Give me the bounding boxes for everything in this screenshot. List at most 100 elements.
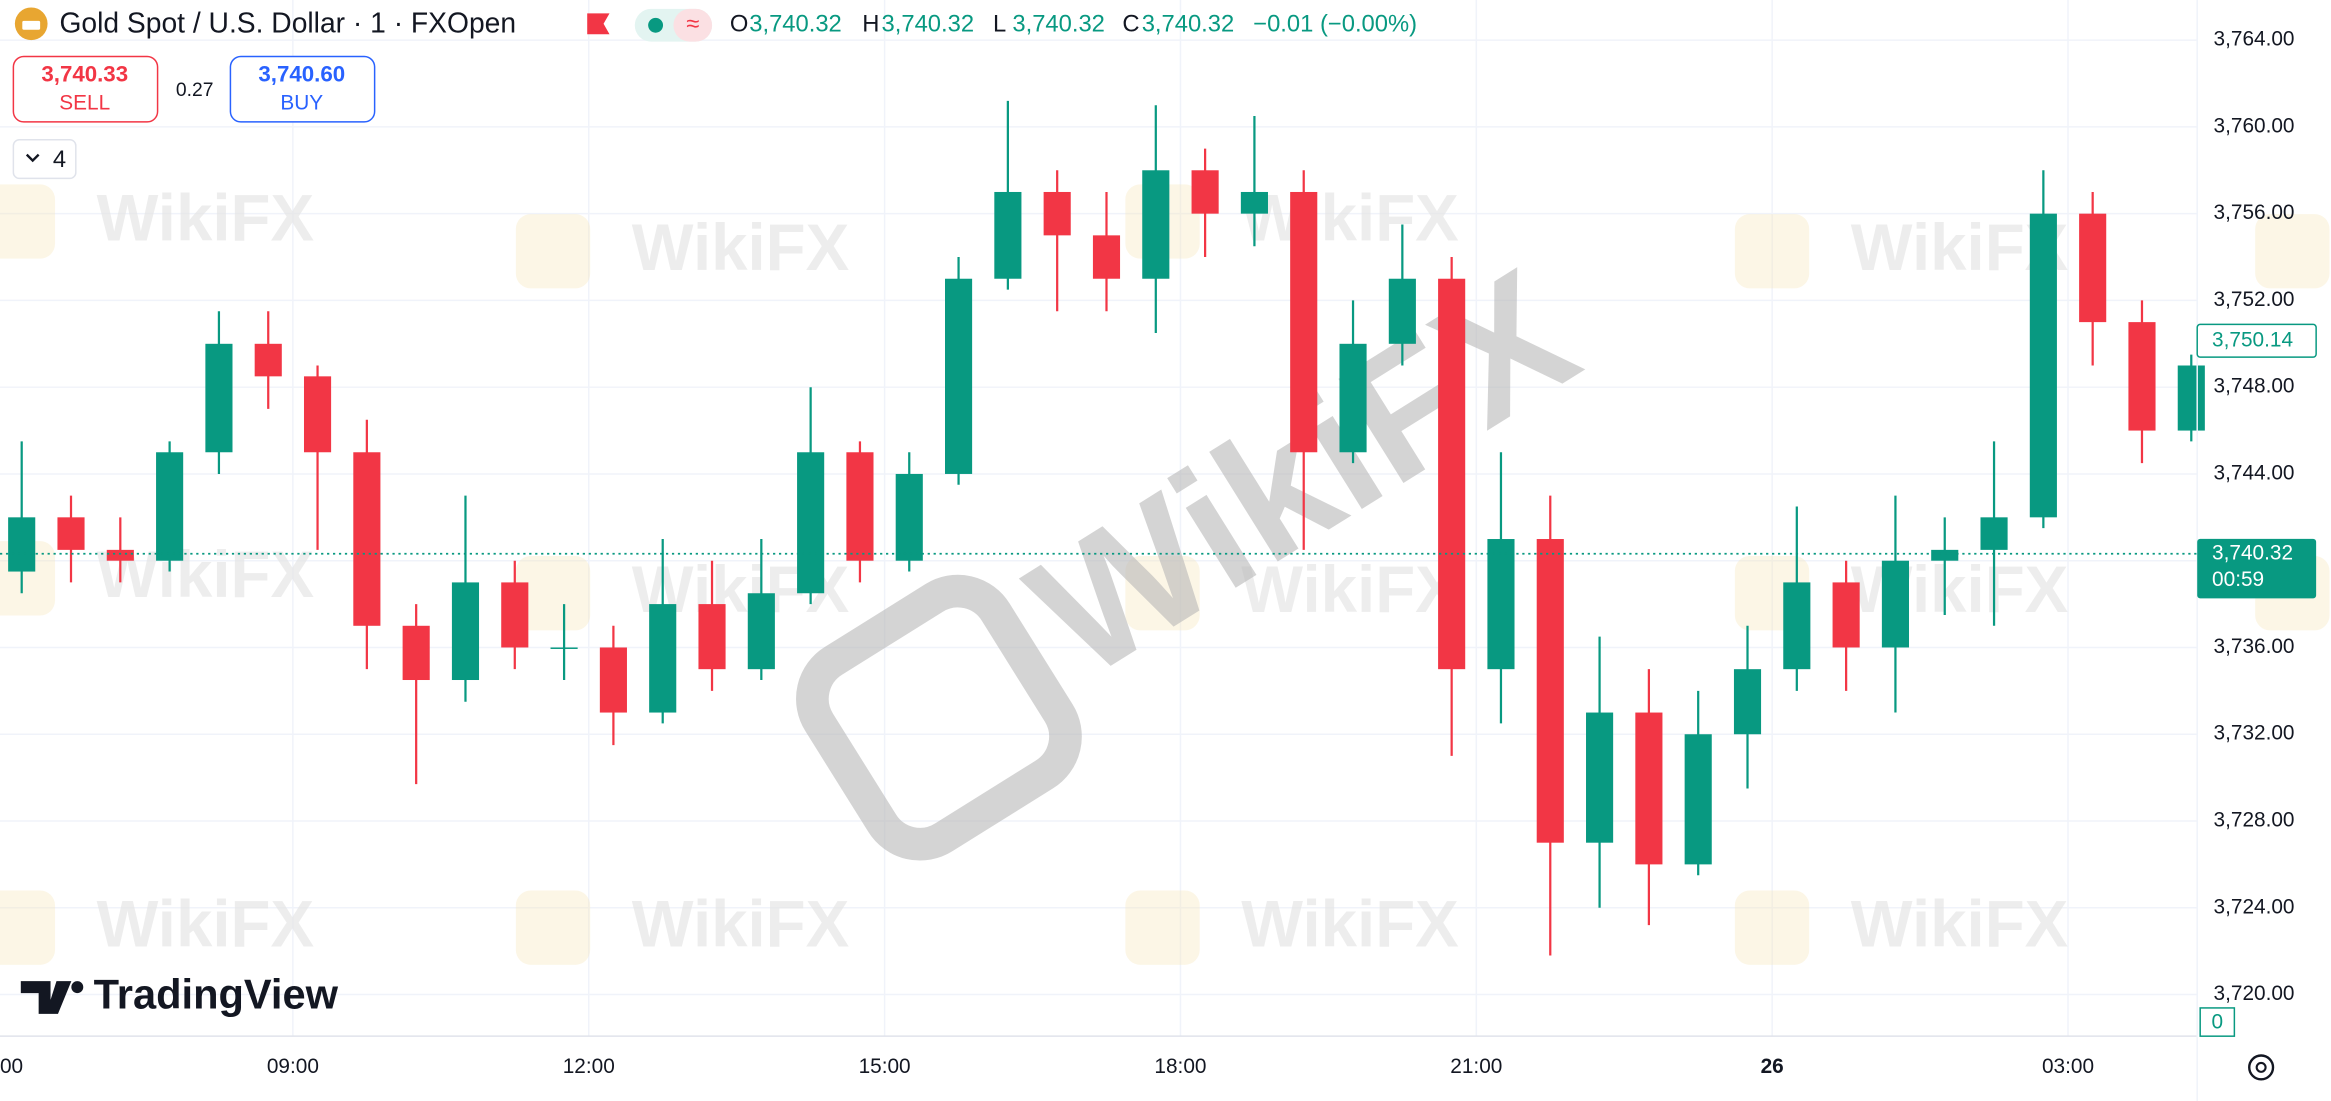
ohlc-value: 3,740.32 <box>749 11 842 38</box>
candle-body <box>945 278 973 474</box>
price-marker-box <box>2196 323 2317 358</box>
sell-label: SELL <box>59 92 110 115</box>
candle-body <box>1586 712 1614 843</box>
watermark-icon <box>1125 556 1200 631</box>
y-tick-label: 3,720.00 <box>2214 982 2295 1005</box>
candle-body <box>1931 549 1959 561</box>
candle-body <box>205 343 233 453</box>
x-tick-label: 12:00 <box>563 1055 615 1078</box>
candle-body <box>1290 191 1318 453</box>
x-tick-label: 09:00 <box>267 1055 319 1078</box>
symbol-title[interactable]: Gold Spot / U.S. Dollar · 1 · FXOpen <box>59 7 516 39</box>
x-tick-label: 21:00 <box>1450 1055 1502 1078</box>
last-price-label: 3,740.32 <box>2212 541 2293 564</box>
ohlc-key: C <box>1122 11 1139 38</box>
candle-body <box>1092 235 1121 279</box>
candle-body <box>1043 191 1071 236</box>
watermark-icon <box>515 556 591 631</box>
candle-body <box>1536 539 1564 843</box>
symbol-icon-bar <box>22 20 41 30</box>
candle-body <box>1339 343 1367 453</box>
candle-body <box>599 647 627 713</box>
candle-body <box>156 452 184 561</box>
watermark: WikiFX <box>1241 181 1459 254</box>
x-tick-label: 26 <box>1761 1055 1784 1078</box>
watermark-icon <box>796 574 1082 861</box>
watermark: WikiFX <box>97 538 315 611</box>
watermark-icon <box>0 890 55 965</box>
watermark-icon <box>0 184 55 259</box>
ohlc-change: −0.01 (−0.00%) <box>1253 11 1417 38</box>
candle-body <box>649 604 677 713</box>
grid <box>0 0 2198 1037</box>
last-price-box <box>2197 538 2317 599</box>
candle-body <box>1783 582 1811 670</box>
spread: 0.27 <box>176 80 214 101</box>
indicators-toggle[interactable] <box>12 139 77 180</box>
logo-icon <box>20 981 72 1014</box>
candle-body <box>698 604 726 670</box>
watermark-icon <box>1734 890 1810 965</box>
price-marker-label: 3,750.14 <box>2212 328 2293 351</box>
x-tick-label: 15:00 <box>859 1055 911 1078</box>
logo-dot <box>71 981 84 994</box>
watermark: WikiFX <box>97 887 315 960</box>
x-tick-label: 18:00 <box>1154 1055 1206 1078</box>
market-flag <box>587 13 610 35</box>
buy-price: 3,740.60 <box>258 62 345 87</box>
candle-body <box>1635 712 1663 865</box>
logo-text[interactable]: TradingView <box>94 971 339 1018</box>
watermark-icon <box>1734 214 1810 289</box>
candle-body <box>1881 560 1909 648</box>
y-tick-label: 3,724.00 <box>2214 895 2295 918</box>
candle-body <box>501 582 529 648</box>
sell-button[interactable] <box>12 55 159 123</box>
watermark: WikiFX <box>632 887 850 960</box>
watermark: WikiFX <box>97 181 315 254</box>
candle-body <box>57 517 85 550</box>
indicators-count: 4 <box>53 146 66 173</box>
candle-body <box>1487 539 1515 670</box>
ohlc-key: O <box>730 11 749 38</box>
candles <box>8 100 2205 956</box>
y-tick-label: 3,760.00 <box>2214 114 2295 137</box>
candle-body <box>353 452 381 626</box>
sell-price: 3,740.33 <box>41 62 128 87</box>
candle-body <box>1191 170 1219 214</box>
watermark-icon <box>1125 890 1200 965</box>
ohlc-key: H <box>862 11 879 38</box>
watermark: WikiFX <box>632 211 850 284</box>
candle-body <box>2128 322 2156 431</box>
candle-body <box>1733 669 1762 735</box>
candle-body <box>402 625 430 681</box>
ohlc-key: L <box>993 11 1006 38</box>
candle-body <box>895 473 923 561</box>
candle-body <box>2079 213 2107 323</box>
candle-body <box>303 376 332 453</box>
ohlc-value: 3,740.32 <box>1142 11 1235 38</box>
candle-body <box>451 582 480 681</box>
candle-body <box>1142 170 1170 279</box>
watermark-icon <box>515 890 591 965</box>
candle-body <box>747 593 775 670</box>
candle-body <box>254 343 282 377</box>
candle-body <box>2029 213 2057 518</box>
buy-button[interactable] <box>229 55 376 123</box>
status-dot <box>648 17 664 33</box>
y-tick-label: 3,728.00 <box>2214 809 2295 832</box>
volume-label-box <box>2199 1007 2236 1037</box>
y-tick-label: 3,732.00 <box>2214 722 2295 745</box>
candle-body <box>1832 582 1860 648</box>
countdown-label: 00:59 <box>2212 568 2264 591</box>
y-tick-label: 3,752.00 <box>2214 288 2295 311</box>
settings-icon[interactable] <box>2248 1054 2275 1081</box>
candle-body <box>1980 517 2008 550</box>
settings-icon-center <box>2255 1061 2267 1073</box>
ohlc-legend: O 3,740.32 H 3,740.32 L 3,740.32 C 3,740.32 −0.0… <box>730 11 1417 38</box>
candle-body <box>550 647 578 649</box>
axes: 3,720.00 3,724.00 3,728.00 3,732.00 3,736.00… <box>0 28 2317 1078</box>
volume-axis-label: 0 <box>2211 1010 2223 1033</box>
y-tick-label: 3,744.00 <box>2214 461 2295 484</box>
